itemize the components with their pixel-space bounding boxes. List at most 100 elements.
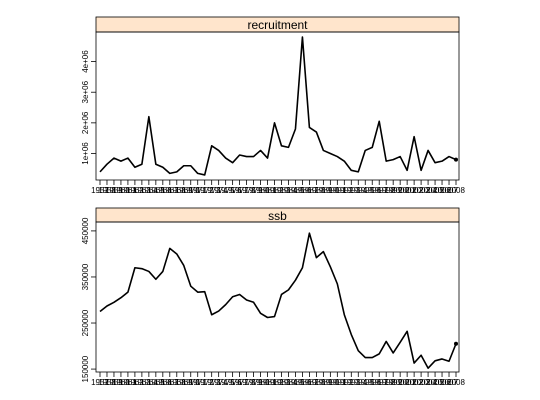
recruitment-x-tick-label: 1981: [259, 186, 277, 195]
recruitment-x-tick-label: 1990: [321, 186, 339, 195]
recruitment-x-tick-label: 1962: [126, 186, 144, 195]
recruitment-x-tick-label: 1984: [280, 186, 298, 195]
recruitment-x-tick-label: 2000: [391, 186, 409, 195]
ssb-x-tick-label: 1981: [259, 378, 277, 387]
ssb-x-tick-label: 1986: [294, 378, 312, 387]
recruitment-x-tick-label: 1983: [273, 186, 291, 195]
ssb-x-tick-label: 1991: [328, 378, 346, 387]
ssb-x-tick-label: 1971: [189, 378, 207, 387]
ssb-x-tick-label: 1990: [321, 378, 339, 387]
ssb-x-tick-label: 1965: [147, 378, 165, 387]
recruitment-x-tick-label: 1975: [217, 186, 235, 195]
ssb-x-tick-label: 1972: [196, 378, 214, 387]
recruitment-x-tick-label: 1995: [356, 186, 374, 195]
ssb-x-tick-label: 1983: [273, 378, 291, 387]
recruitment-x-tick-label: 1970: [182, 186, 200, 195]
recruitment-y-axis: 1e+06 2e+06 3e+06 4e+06: [81, 50, 96, 165]
recruitment-y-tick-label: 1e+06: [81, 142, 90, 165]
recruitment-x-tick-label: 1997: [370, 186, 388, 195]
ssb-x-tick-label: 1969: [175, 378, 193, 387]
recruitment-x-tick-label: 2005: [426, 186, 444, 195]
ssb-x-tick-label: 1959: [105, 378, 123, 387]
recruitment-x-tick-label: 1963: [133, 186, 151, 195]
recruitment-x-tick-label: 2008: [447, 186, 465, 195]
ssb-x-tick-label: 1984: [280, 378, 298, 387]
ssb-x-tick-label: 2004: [419, 378, 437, 387]
recruitment-x-tick-label: 1998: [377, 186, 395, 195]
ssb-x-tick-label: 1998: [377, 378, 395, 387]
ssb-x-tick-label: 1976: [224, 378, 242, 387]
recruitment-plot-frame: [95, 31, 460, 181]
recruitment-x-tick-label: 1996: [363, 186, 381, 195]
recruitment-x-tick-label: 1961: [119, 186, 137, 195]
recruitment-x-tick-label: 2006: [433, 186, 451, 195]
recruitment-x-tick-label: 1987: [301, 186, 319, 195]
ssb-x-tick-label: 2007: [440, 378, 458, 387]
recruitment-x-tick-label: 1966: [154, 186, 172, 195]
ssb-x-tick-label: 1968: [168, 378, 186, 387]
recruitment-x-tick-label: 1959: [105, 186, 123, 195]
recruitment-x-tick-label: 1974: [210, 186, 228, 195]
recruitment-x-tick-label: 1958: [98, 186, 116, 195]
recruitment-x-tick-label: 1978: [238, 186, 256, 195]
ssb-x-tick-label: 1995: [356, 378, 374, 387]
ssb-series-line: [99, 232, 457, 369]
ssb-x-tick-label: 1964: [140, 378, 158, 387]
ssb-x-tick-label: 1973: [203, 378, 221, 387]
recruitment-x-tick-label: 2001: [398, 186, 416, 195]
recruitment-x-tick-label: 1977: [231, 186, 249, 195]
ssb-x-tick-label: 1987: [301, 378, 319, 387]
recruitment-x-tick-label: 1971: [189, 186, 207, 195]
ssb-y-tick-label: 350000: [81, 263, 90, 290]
ssb-x-tick-label: 1960: [112, 378, 130, 387]
ssb-x-tick-label: 1989: [314, 378, 332, 387]
ssb-y-axis: 150000 250000 350000 450000: [81, 217, 96, 382]
recruitment-y-tick-label: 3e+06: [81, 80, 90, 103]
ssb-x-tick-label: 1975: [217, 378, 235, 387]
ssb-panel: ssb 195719581959196019611962196319641965…: [81, 207, 465, 387]
recruitment-series-line: [99, 36, 457, 176]
ssb-x-tick-label: 1988: [307, 378, 325, 387]
ssb-x-tick-label: 1996: [363, 378, 381, 387]
ssb-x-tick-label: 2001: [398, 378, 416, 387]
ssb-x-tick-label: 1997: [370, 378, 388, 387]
recruitment-x-tick-label: 1999: [384, 186, 402, 195]
ssb-x-tick-label: 1966: [154, 378, 172, 387]
recruitment-strip-label: recruitment: [247, 18, 308, 32]
recruitment-y-tick-label: 4e+06: [81, 50, 90, 73]
recruitment-x-tick-label: 1973: [203, 186, 221, 195]
ssb-x-tick-label: 1993: [342, 378, 360, 387]
ssb-x-tick-label: 1970: [182, 378, 200, 387]
recruitment-panel: recruitment 1957195819591960196119621963…: [81, 16, 465, 195]
recruitment-x-axis: 1957195819591960196119621963196419651966…: [91, 180, 465, 195]
ssb-points: [99, 233, 458, 369]
ssb-x-tick-label: 1994: [349, 378, 367, 387]
recruitment-x-tick-label: 1979: [245, 186, 263, 195]
recruitment-x-tick-label: 1988: [307, 186, 325, 195]
ssb-x-tick-label: 1979: [245, 378, 263, 387]
ssb-x-tick-label: 2008: [447, 378, 465, 387]
ssb-x-tick-label: 1977: [231, 378, 249, 387]
recruitment-x-tick-label: 2002: [405, 186, 423, 195]
recruitment-x-tick-label: 1986: [294, 186, 312, 195]
ssb-x-tick-label: 2000: [391, 378, 409, 387]
recruitment-x-tick-label: 1968: [168, 186, 186, 195]
recruitment-data-point: [454, 157, 458, 162]
recruitment-x-tick-label: 1994: [349, 186, 367, 195]
ssb-x-tick-label: 1999: [384, 378, 402, 387]
recruitment-x-tick-label: 1972: [196, 186, 214, 195]
recruitment-x-tick-label: 1957: [91, 186, 109, 195]
ssb-x-tick-label: 2002: [405, 378, 423, 387]
recruitment-x-tick-label: 1965: [147, 186, 165, 195]
ssb-x-tick-label: 1967: [161, 378, 179, 387]
recruitment-x-tick-label: 1969: [175, 186, 193, 195]
recruitment-x-tick-label: 1964: [140, 186, 158, 195]
ssb-y-tick-label: 450000: [81, 217, 90, 244]
recruitment-x-tick-label: 1982: [266, 186, 284, 195]
ssb-x-tick-label: 1978: [238, 378, 256, 387]
ssb-data-point: [454, 341, 458, 346]
recruitment-x-tick-label: 2004: [419, 186, 437, 195]
recruitment-x-tick-label: 2007: [440, 186, 458, 195]
recruitment-y-tick-label: 2e+06: [81, 111, 90, 134]
